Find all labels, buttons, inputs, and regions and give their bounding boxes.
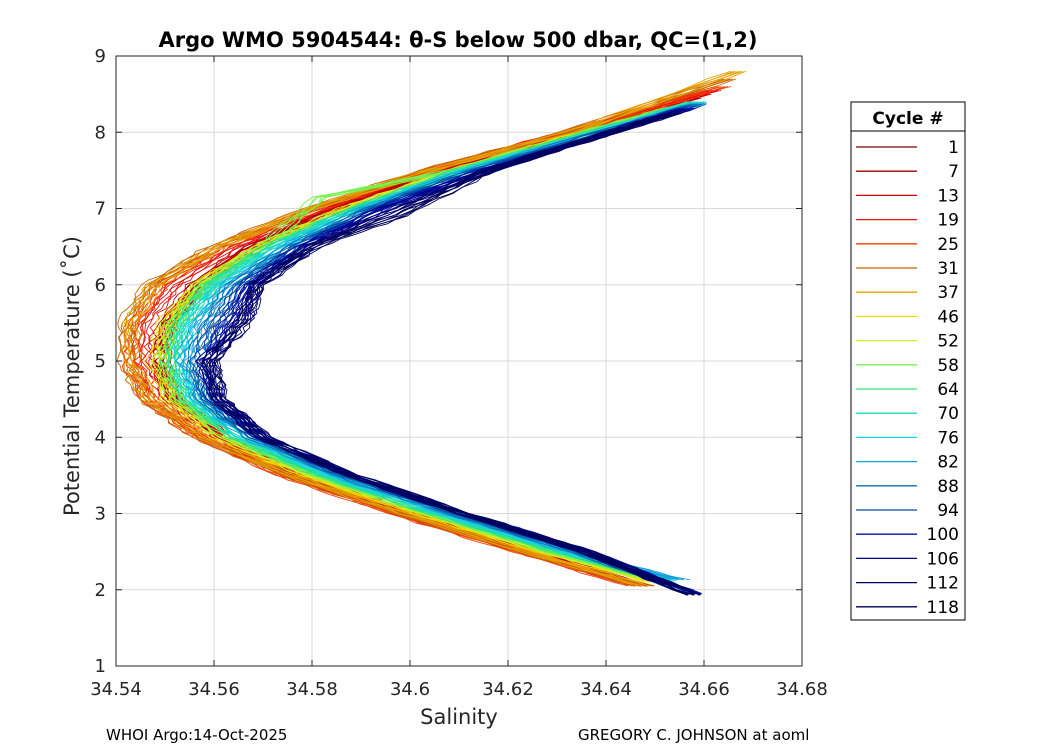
legend-entry-label: 37 <box>937 283 959 303</box>
series-line <box>128 70 740 587</box>
legend-entry-label: 25 <box>937 235 959 255</box>
y-tick-label: 5 <box>95 351 106 372</box>
legend-entry-label: 118 <box>927 598 959 618</box>
y-tick-label: 7 <box>95 199 106 220</box>
legend-entry-label: 19 <box>937 211 959 231</box>
series-line <box>175 102 692 581</box>
y-tick-label: 1 <box>95 656 106 677</box>
series-line <box>159 101 688 582</box>
legend-entry-label: 82 <box>937 453 959 473</box>
legend-entry-label: 52 <box>937 332 959 352</box>
legend-entry-label: 106 <box>927 549 959 569</box>
series-layer <box>116 70 746 596</box>
legend-entry-label: 58 <box>937 356 959 376</box>
x-tick-label: 34.56 <box>188 679 240 700</box>
legend-entry-label: 76 <box>937 428 959 448</box>
x-tick-label: 34.62 <box>482 679 534 700</box>
series-line <box>216 112 700 596</box>
y-axis: 1 2 3 4 5 6 7 8 9 <box>95 46 802 677</box>
x-tick-label: 34.68 <box>776 679 828 700</box>
series-line <box>186 103 692 591</box>
y-tick-label: 2 <box>95 580 106 601</box>
x-tick-label: 34.6 <box>390 679 430 700</box>
legend-title: Cycle # <box>872 109 943 129</box>
legend: Cycle # 1 7 13 19 25 31 37 46 52 58 64 70 76 82 88 94 10… <box>850 101 966 621</box>
legend-entry-label: 7 <box>948 162 959 182</box>
legend-entries: 1 7 13 19 25 31 37 46 52 58 64 70 76 82 88 94 100 106 112 1… <box>856 138 959 618</box>
x-tick-label: 34.64 <box>580 679 632 700</box>
y-tick-label: 9 <box>95 46 106 67</box>
y-tick-label: 4 <box>95 427 106 448</box>
legend-entry-label: 13 <box>937 186 959 206</box>
series-line <box>201 112 688 596</box>
x-tick-label: 34.54 <box>90 679 142 700</box>
x-axis: 34.54 34.56 34.58 34.6 34.62 34.64 34.66 34.68 <box>90 56 828 700</box>
series-line <box>173 101 692 581</box>
series-line <box>166 101 692 582</box>
legend-entry-label: 94 <box>937 501 959 521</box>
legend-entry-label: 70 <box>937 404 959 424</box>
legend-entry-label: 100 <box>927 525 959 545</box>
series-line <box>151 101 690 583</box>
series-line <box>187 105 688 593</box>
series-cycle-118 <box>201 112 700 596</box>
chart-title: Argo WMO 5904544: θ-S below 500 dbar, QC… <box>159 28 758 52</box>
y-tick-label: 3 <box>95 504 106 525</box>
footer-right: GREGORY C. JOHNSON at aoml <box>578 726 809 744</box>
legend-entry-label: 31 <box>937 259 959 279</box>
legend-entry-label: 1 <box>948 138 959 158</box>
legend-entry-label: 112 <box>927 574 959 594</box>
legend-entry-label: 46 <box>937 307 959 327</box>
footer-left: WHOI Argo:14-Oct-2025 <box>106 726 287 744</box>
series-line <box>120 70 732 587</box>
legend-entry-label: 64 <box>937 380 959 400</box>
y-tick-label: 8 <box>95 122 106 143</box>
y-tick-label: 6 <box>95 275 106 296</box>
y-axis-label: Potential Temperature (˚C) <box>60 236 84 516</box>
x-tick-label: 34.66 <box>678 679 730 700</box>
x-axis-label: Salinity <box>420 705 498 729</box>
legend-entry-label: 88 <box>937 477 959 497</box>
x-tick-label: 34.58 <box>286 679 338 700</box>
series-line <box>209 112 694 596</box>
